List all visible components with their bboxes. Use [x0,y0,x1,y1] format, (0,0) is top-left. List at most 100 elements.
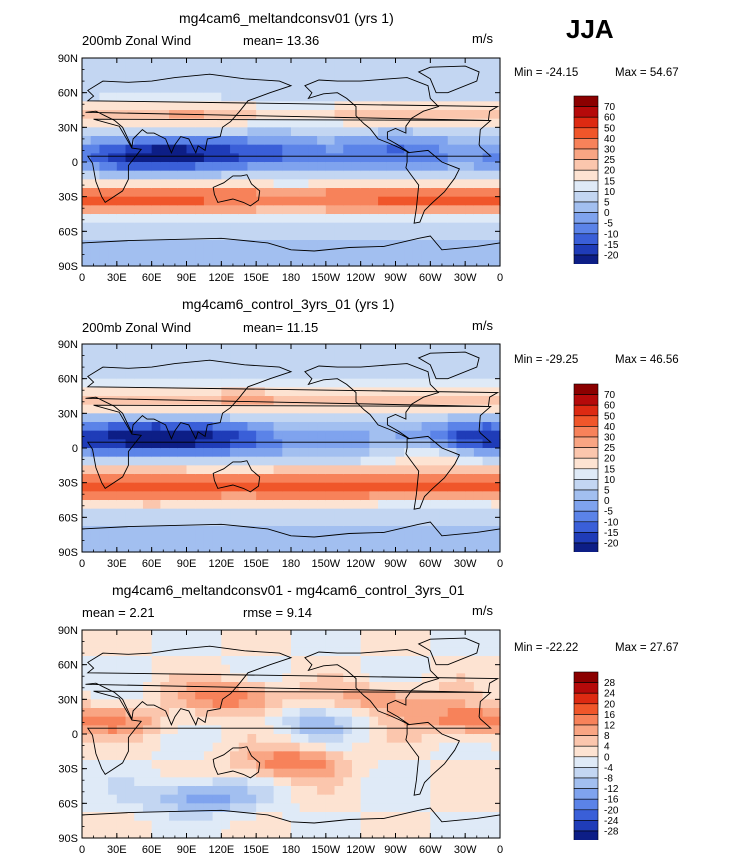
field-cell [160,214,170,224]
field-cell [482,543,492,553]
field-cell [473,257,484,267]
field-cell [447,439,458,449]
field-cell [212,448,222,458]
field-cell [195,240,205,250]
field-cell [360,205,370,215]
field-cell [90,751,101,761]
field-cell [151,708,161,718]
field-cell [412,690,423,700]
field-cell [325,803,336,813]
field-cell [177,465,188,475]
field-cell [351,794,362,804]
field-cell [291,812,301,822]
field-cell [169,448,179,458]
field-cell [430,725,440,735]
field-cell [247,430,257,440]
field-cell [473,491,484,501]
field-cell [360,162,370,172]
field-cell [291,517,301,527]
field-cell [491,257,501,267]
field-cell [404,803,414,813]
field-cell [439,768,449,778]
field-cell [456,543,466,553]
coastline [405,435,461,510]
field-cell [90,725,101,735]
field-cell [334,378,344,388]
field-cell [456,170,466,180]
field-cell [439,231,449,241]
field-cell [334,491,344,501]
field-cell [221,630,231,640]
field-cell [308,162,318,172]
field-cell [82,708,92,718]
field-cell [412,482,423,492]
field-cell [465,699,475,709]
field-cell [142,179,153,189]
field-cell [221,240,231,250]
field-cell [169,630,179,640]
field-cell [282,482,292,492]
field-cell [369,829,379,839]
field-cell [238,404,249,414]
field-cell [273,673,283,683]
field-cell [273,387,283,397]
field-cell [238,413,249,423]
field-cell [264,491,275,501]
field-cell [238,430,249,440]
field-cell [291,118,301,128]
field-cell [203,196,214,206]
field-cell [169,179,179,189]
field-cell [404,58,414,68]
field-cell [186,630,196,640]
field-cell [82,153,92,163]
field-cell [447,638,458,648]
field-cell [195,92,205,102]
field-cell [430,396,440,406]
field-cell [291,240,301,250]
field-cell [386,162,397,172]
field-cell [378,214,388,224]
field-cell [421,162,431,172]
field-cell [430,630,440,640]
field-cell [108,664,118,674]
field-cell [299,768,310,778]
field-cell [308,543,318,553]
field-cell [90,786,101,796]
field-cell [238,829,249,839]
field-cell [386,75,397,85]
field-cell [160,404,170,414]
field-cell [90,413,101,423]
field-cell [282,699,292,709]
field-cell [247,222,257,232]
field-cell [238,162,249,172]
field-cell [343,690,353,700]
field-cell [90,378,101,388]
field-cell [186,370,196,380]
field-cell [386,760,397,770]
field-cell [308,508,318,518]
field-cell [169,370,179,380]
field-cell [264,387,275,397]
field-cell [125,812,135,822]
x-tick-label: 180 [282,558,300,570]
field-cell [221,136,231,146]
field-cell [395,396,405,406]
field-cell [291,751,301,761]
field-cell [308,170,318,180]
field-cell [169,716,179,726]
field-cell [412,58,423,68]
field-cell [291,370,301,380]
field-cell [482,84,492,94]
field-cell [212,725,222,735]
field-cell [360,742,370,752]
field-cell [351,136,362,146]
field-cell [142,66,153,76]
field-cell [395,517,405,527]
colorbar-label: 70 [604,102,616,113]
colorbar-swatch [573,127,599,139]
field-cell [491,526,501,536]
field-cell [291,699,301,709]
field-cell [421,153,431,163]
field-cell [116,222,127,232]
field-cell [482,491,492,501]
